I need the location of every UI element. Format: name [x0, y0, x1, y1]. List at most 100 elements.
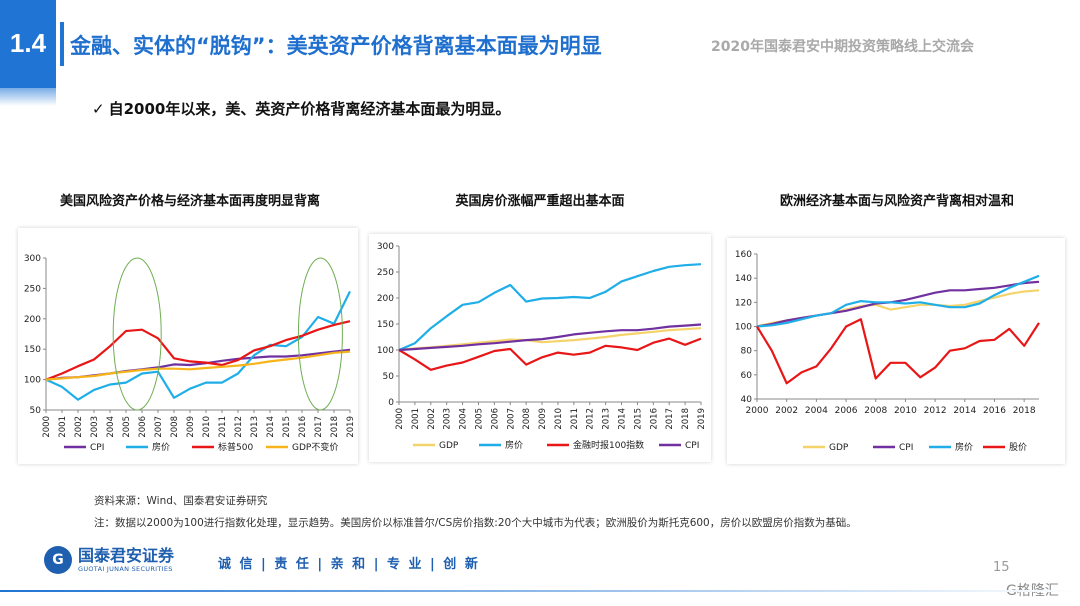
- legend-label: 标普500: [218, 441, 253, 453]
- y-tick-label: 250: [377, 268, 394, 278]
- x-tick-label: 2004: [106, 416, 116, 438]
- series-line-CPI: [398, 323, 702, 352]
- y-tick-label: 200: [24, 315, 41, 325]
- series-line-GDP: [756, 289, 1040, 328]
- chart-2-panel: 0 50 100 150 200 250 300 2000 2001 2002 2003 2004 20…: [369, 234, 711, 462]
- y-tick-label: 150: [377, 320, 394, 330]
- x-tick-label: 2008: [170, 416, 180, 438]
- logo-cn-text: 国泰君安证券: [78, 546, 175, 565]
- x-tick-label: 2012: [924, 406, 947, 416]
- x-tick-label: 2003: [90, 416, 100, 438]
- y-tick-label: 250: [24, 284, 41, 294]
- series-line-房价: [756, 274, 1040, 328]
- x-tick-label: 2001: [58, 416, 68, 438]
- x-tick-label: 2014: [953, 406, 976, 416]
- y-tick-label: 80: [741, 347, 753, 357]
- legend-label: CPI: [899, 443, 913, 453]
- y-tick-label: 50: [30, 406, 42, 416]
- x-tick-label: 2018: [681, 408, 691, 430]
- x-tick-label: 2002: [427, 408, 437, 430]
- data-source: 资料来源：Wind、国泰君安证券研究: [94, 495, 268, 507]
- annotation-ellipse-1: [112, 257, 162, 411]
- legend-label: GDP: [439, 441, 459, 451]
- series-line-房价: [45, 290, 351, 401]
- y-tick-label: 100: [735, 323, 752, 333]
- x-tick-label: 2006: [490, 408, 500, 430]
- conference-label: 2020年国泰君安中期投资策略线上交流会: [711, 39, 974, 55]
- y-tick-label: 0: [388, 398, 394, 408]
- y-tick-label: 300: [377, 242, 394, 252]
- y-tick-label: 50: [383, 372, 395, 382]
- x-tick-label: 2016: [298, 416, 308, 438]
- series-line-GDP: [398, 327, 702, 352]
- x-tick-label: 2010: [894, 406, 917, 416]
- legend-label: 房价: [505, 439, 523, 451]
- company-logo: G 国泰君安证券 GUOTAI JUNAN SECURITIES: [44, 546, 174, 574]
- x-tick-label: 2012: [234, 416, 244, 438]
- footer-accent-line: [0, 590, 1080, 592]
- x-tick-label: 2006: [138, 416, 148, 438]
- x-tick-label: 2004: [459, 408, 469, 430]
- x-tick-label: 2002: [74, 416, 84, 438]
- key-point: ✓ 自2000年以来，美、英资产价格背离经济基本面最为明显。: [92, 98, 510, 119]
- x-tick-label: 2015: [633, 408, 643, 430]
- legend-label: GDP: [829, 443, 849, 453]
- x-tick-label: 2016: [983, 406, 1006, 416]
- check-icon: ✓: [92, 100, 105, 118]
- legend-label: CPI: [90, 443, 104, 453]
- x-tick-label: 2005: [474, 408, 484, 430]
- x-tick-label: 2014: [266, 416, 276, 438]
- page-title: 金融、实体的“脱钩”：美英资产价格背离基本面最为明显: [70, 34, 602, 58]
- legend-label: 金融时报100指数: [573, 439, 644, 451]
- y-tick-label: 200: [377, 294, 394, 304]
- y-tick-label: 100: [24, 376, 41, 386]
- company-slogan: 诚 信 | 责 任 | 亲 和 | 专 业 | 创 新: [218, 557, 480, 572]
- section-number-badge: 1.4: [0, 0, 56, 88]
- chart-3-panel: 40 60 80 100 120 140 160 2000 2002 2004 2006 2008 20…: [727, 238, 1065, 464]
- x-tick-label: 2009: [186, 416, 196, 438]
- x-tick-label: 2011: [218, 416, 228, 438]
- y-tick-label: 60: [741, 371, 753, 381]
- title-accent-bar: [60, 22, 64, 66]
- series-line-金融时报100指数: [398, 337, 702, 371]
- x-tick-label: 2017: [314, 416, 324, 438]
- y-tick-label: 120: [735, 298, 752, 308]
- x-tick-label: 2004: [805, 406, 828, 416]
- x-tick-label: 2007: [154, 416, 164, 438]
- x-tick-label: 2008: [864, 406, 887, 416]
- x-tick-label: 2006: [835, 406, 858, 416]
- y-tick-label: 300: [24, 254, 41, 264]
- logo-icon: G: [44, 546, 72, 574]
- x-tick-label: 2003: [443, 408, 453, 430]
- legend-label: 股价: [1009, 442, 1027, 453]
- x-tick-label: 2000: [746, 406, 769, 416]
- x-tick-label: 2010: [202, 416, 212, 438]
- chart-1-panel: 50 100 150 200 250 300 2000 2001 2002 2003 2004 200…: [18, 228, 358, 464]
- x-tick-label: 2000: [42, 416, 52, 438]
- x-tick-label: 2005: [122, 416, 132, 438]
- left-accent-stripe: [0, 88, 56, 106]
- chart-2-svg: 0 50 100 150 200 250 300 2000 2001 2002 2003 2004 20…: [377, 242, 707, 451]
- x-tick-label: 2001: [411, 408, 421, 430]
- series-line-股价: [756, 318, 1040, 385]
- x-tick-label: 2014: [618, 408, 628, 430]
- series-line-标普500: [45, 320, 351, 381]
- chart-1-svg: 50 100 150 200 250 300 2000 2001 2002 2003 2004 200…: [24, 254, 356, 453]
- x-tick-label: 2013: [250, 416, 260, 438]
- y-tick-label: 140: [735, 274, 752, 284]
- x-tick-label: 2008: [522, 408, 532, 430]
- y-tick-label: 100: [377, 346, 394, 356]
- x-tick-label: 2010: [554, 408, 564, 430]
- chart-1-title: 美国风险资产价格与经济基本面再度明显背离: [59, 194, 320, 209]
- x-tick-label: 2002: [775, 406, 798, 416]
- legend-label: CPI: [685, 441, 699, 451]
- logo-en-text: GUOTAI JUNAN SECURITIES: [78, 565, 173, 573]
- legend-label: 房价: [955, 441, 973, 453]
- legend-label: 房价: [152, 441, 170, 453]
- legend-label: GDP不变价: [292, 441, 338, 453]
- key-point-text: 自2000年以来，美、英资产价格背离经济基本面最为明显。: [108, 100, 511, 118]
- x-tick-label: 2013: [602, 408, 612, 430]
- x-tick-label: 2019: [346, 416, 356, 438]
- chart-3-svg: 40 60 80 100 120 140 160 2000 2002 2004 2006 2008 20…: [735, 250, 1040, 453]
- x-tick-label: 2018: [1013, 406, 1036, 416]
